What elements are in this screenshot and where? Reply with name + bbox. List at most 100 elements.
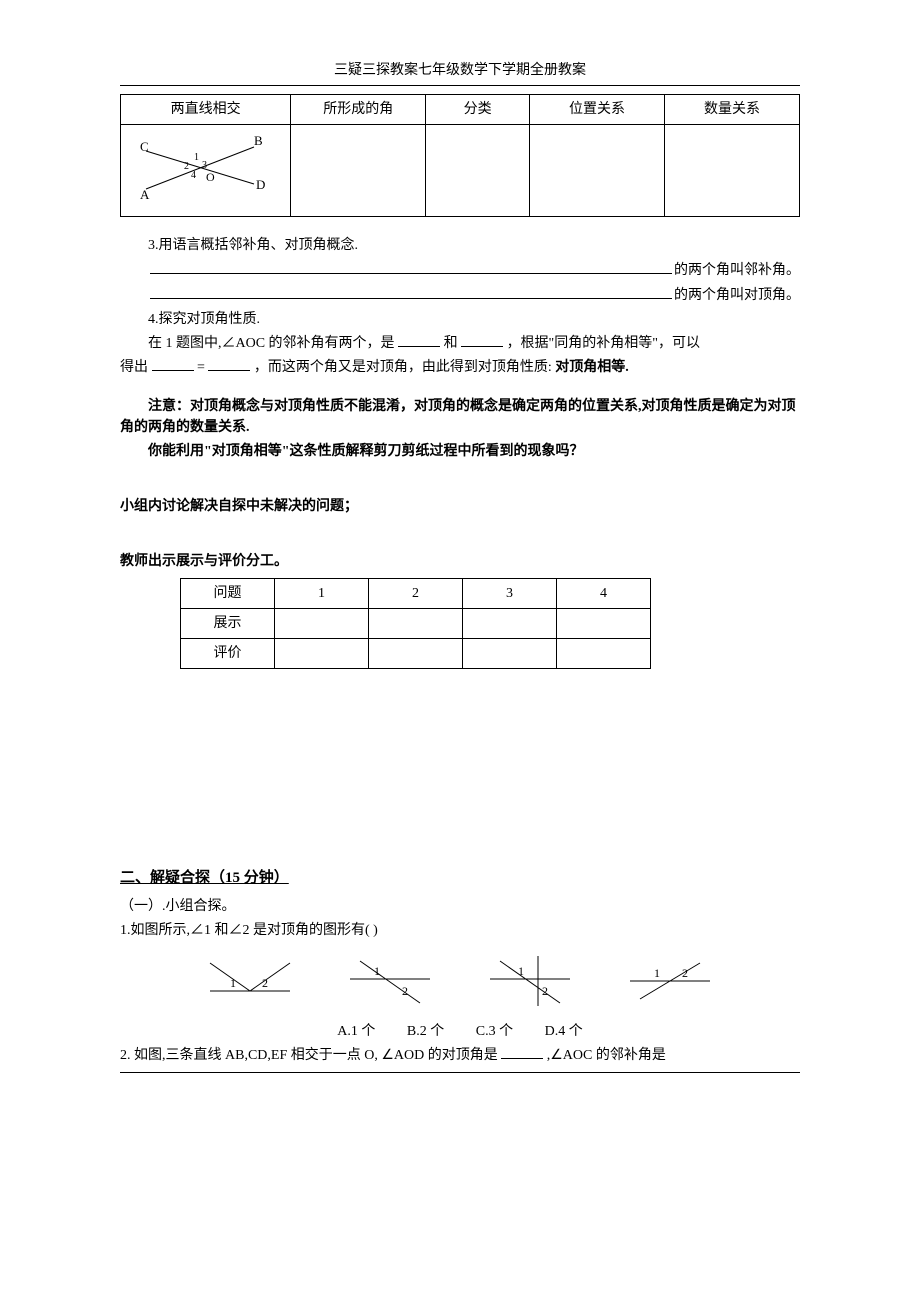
label-c: C (140, 139, 149, 154)
blank (398, 333, 440, 347)
blank (208, 357, 250, 371)
paragraph-4b: 得出 = ，而这两个角又是对顶角，由此得到对顶角性质: 对顶角相等. (120, 357, 800, 378)
empty-cell (291, 125, 426, 217)
note-paragraph: 注意：对顶角概念与对顶角性质不能混淆，对顶角的概念是确定两角的位置关系,对顶角性… (120, 396, 800, 438)
cell (463, 639, 557, 669)
text: ，而这两个角又是对顶角，由此得到对顶角性质: (254, 360, 552, 375)
large-spacer (120, 675, 800, 855)
spacer (120, 381, 800, 393)
answer-options: A.1 个 B.2 个 C.3 个 D.4 个 (120, 1021, 800, 1042)
blank (152, 357, 194, 371)
page: 三疑三探教案七年级数学下学期全册教案 两直线相交 所形成的角 分类 位置关系 数… (0, 0, 920, 1121)
angle-1: 1 (194, 152, 199, 163)
cell (275, 609, 369, 639)
label-1: 1 (374, 964, 380, 978)
option-c: C.3 个 (476, 1024, 513, 1039)
angles-classification-table: 两直线相交 所形成的角 分类 位置关系 数量关系 A B C D O 1 (120, 94, 800, 217)
label-2: 2 (262, 976, 268, 990)
cell: 2 (369, 579, 463, 609)
blank-line (150, 260, 672, 274)
label-2: 2 (682, 966, 688, 980)
col-header-class: 分类 (426, 95, 530, 125)
fill-line-1: 的两个角叫邻补角。 (150, 260, 800, 281)
cell (369, 609, 463, 639)
spacer (120, 520, 800, 548)
table-header-row: 两直线相交 所形成的角 分类 位置关系 数量关系 (121, 95, 800, 125)
option-d: D.4 个 (545, 1024, 583, 1039)
section-2-title: 二、解疑合探（15 分钟） (120, 867, 800, 890)
text: = (197, 360, 205, 375)
paragraph-6: 小组内讨论解决自探中未解决的问题； (120, 496, 800, 517)
angle-2: 2 (184, 161, 189, 172)
cell: 4 (557, 579, 651, 609)
label-2: 2 (402, 984, 408, 998)
text: ，根据"同角的补角相等"，可以 (507, 336, 700, 351)
suffix-adjacent: 的两个角叫邻补角。 (674, 260, 800, 281)
empty-cell (665, 125, 800, 217)
diagram-option-2: 1 2 (340, 951, 440, 1011)
empty-cell (530, 125, 665, 217)
col-header-angles: 所形成的角 (291, 95, 426, 125)
blank-line (150, 285, 672, 299)
intersection-diagram: A B C D O 1 2 3 4 (126, 129, 286, 205)
col-header-quantity: 数量关系 (665, 95, 800, 125)
question-1: 1.如图所示,∠1 和∠2 是对顶角的图形有( ) (120, 920, 800, 941)
table-row: A B C D O 1 2 3 4 (121, 125, 800, 217)
cell (275, 639, 369, 669)
col-header-lines: 两直线相交 (121, 95, 291, 125)
label-1: 1 (230, 976, 236, 990)
table-row: 评价 (181, 639, 651, 669)
assignment-table: 问题 1 2 3 4 展示 评价 (180, 578, 651, 669)
paragraph-5: 你能利用"对顶角相等"这条性质解释剪刀剪纸过程中所看到的现象吗？ (120, 441, 800, 462)
text-bold-conclusion: 对顶角相等. (555, 360, 629, 375)
angle-3: 3 (202, 160, 207, 171)
text: 2. 如图,三条直线 AB,CD,EF 相交于一点 O, ∠AOD 的对顶角是 (120, 1048, 498, 1063)
cell: 问题 (181, 579, 275, 609)
blank (501, 1045, 543, 1059)
label-b: B (254, 133, 263, 148)
text: 和 (444, 336, 458, 351)
paragraph-4: 4.探究对顶角性质. (120, 309, 800, 330)
paragraph-7: 教师出示展示与评价分工。 (120, 551, 800, 572)
cell: 评价 (181, 639, 275, 669)
cell (369, 639, 463, 669)
paragraph-4a: 在 1 题图中,∠AOC 的邻补角有两个，是 和 ，根据"同角的补角相等"，可以 (120, 333, 800, 354)
diagram-option-3: 1 2 (480, 951, 580, 1011)
option-a: A.1 个 (337, 1024, 375, 1039)
cell (463, 609, 557, 639)
text: 在 1 题图中,∠AOC 的邻补角有两个，是 (148, 336, 395, 351)
label-a: A (140, 187, 150, 202)
question-2: 2. 如图,三条直线 AB,CD,EF 相交于一点 O, ∠AOD 的对顶角是 … (120, 1045, 800, 1066)
text: ,∠AOC 的邻补角是 (547, 1048, 666, 1063)
col-header-position: 位置关系 (530, 95, 665, 125)
suffix-vertical: 的两个角叫对顶角。 (674, 285, 800, 306)
label-o: O (206, 170, 215, 184)
intersection-figure-cell: A B C D O 1 2 3 4 (121, 125, 291, 217)
four-diagrams-row: 1 2 1 2 1 2 1 2 (180, 951, 740, 1011)
table-row: 展示 (181, 609, 651, 639)
fill-line-2: 的两个角叫对顶角。 (150, 285, 800, 306)
diagram-option-4: 1 2 (620, 951, 720, 1011)
document-header: 三疑三探教案七年级数学下学期全册教案 (120, 60, 800, 81)
angle-4: 4 (191, 170, 196, 181)
paragraph-3: 3.用语言概括邻补角、对顶角概念. (120, 235, 800, 256)
footer-rule (120, 1072, 800, 1073)
label-2: 2 (542, 984, 548, 998)
cell: 展示 (181, 609, 275, 639)
label-d: D (256, 177, 265, 192)
option-b: B.2 个 (407, 1024, 444, 1039)
diagram-option-1: 1 2 (200, 951, 300, 1011)
section-2-sub: （一）.小组合探。 (120, 896, 800, 917)
cell (557, 609, 651, 639)
spacer (120, 465, 800, 493)
table-row: 问题 1 2 3 4 (181, 579, 651, 609)
line-cd (146, 151, 254, 184)
empty-cell (426, 125, 530, 217)
text: 得出 (120, 360, 148, 375)
label-1: 1 (654, 966, 660, 980)
cell (557, 639, 651, 669)
cell: 3 (463, 579, 557, 609)
blank (461, 333, 503, 347)
header-rule (120, 85, 800, 86)
cell: 1 (275, 579, 369, 609)
